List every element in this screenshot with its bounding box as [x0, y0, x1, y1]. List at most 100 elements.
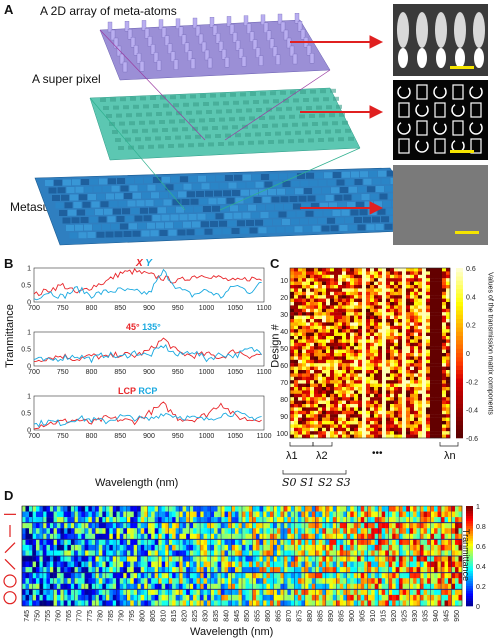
heat-cell: [350, 373, 355, 377]
heat-cell: [442, 322, 447, 326]
heat-cell: [314, 373, 319, 377]
tile-cell: [60, 506, 65, 512]
heat-cell: [394, 295, 399, 299]
tile-cell: [32, 600, 37, 607]
tile-cell: [74, 539, 79, 546]
tile-cell: [409, 556, 414, 562]
heat-cell: [446, 288, 451, 292]
tile-cell: [381, 550, 386, 557]
tile-cell: [343, 544, 347, 551]
tile-cell: [154, 556, 159, 562]
heat-cell: [366, 380, 371, 384]
tile-cell: [287, 594, 292, 601]
tile-cell: [343, 572, 347, 579]
tile-cell: [381, 583, 386, 590]
heat-cell: [342, 424, 347, 428]
tile-cell: [88, 539, 93, 546]
heat-cell: [386, 421, 391, 425]
tile-cell: [238, 556, 243, 562]
heat-cell: [298, 342, 303, 347]
tile-cell: [364, 539, 368, 546]
tile-cell: [252, 528, 257, 534]
tile-cell: [290, 578, 295, 584]
tile-cell: [123, 594, 127, 601]
colorbar-c-step: [456, 319, 463, 324]
tile-cell: [269, 567, 274, 573]
tile-cell: [304, 506, 309, 512]
tile-cell: [109, 528, 113, 534]
tile-cell: [196, 528, 201, 534]
heat-cell: [330, 291, 335, 296]
tile-cell: [311, 594, 316, 601]
tile-cell: [74, 578, 79, 584]
colorbar-d-step: [466, 526, 473, 529]
x-tick-label: 950: [172, 433, 184, 440]
tile-cell: [67, 567, 72, 573]
tile-cell: [161, 556, 166, 562]
heat-cell: [346, 308, 351, 313]
tile-cell: [84, 594, 89, 601]
tile-cell: [364, 517, 368, 523]
heat-cell: [418, 356, 423, 360]
heat-cell: [374, 315, 379, 320]
tile-cell: [88, 578, 93, 584]
tile-cell: [332, 594, 337, 601]
heat-cell: [346, 325, 351, 330]
heat-cell: [378, 383, 383, 388]
heat-cell: [358, 397, 363, 401]
tile-cell: [70, 528, 75, 534]
heat-cell: [390, 349, 395, 354]
tile-cell: [252, 600, 257, 607]
tile-cell: [248, 550, 253, 557]
heat-cell: [290, 268, 295, 272]
heat-cell: [414, 295, 419, 299]
tile-cell: [381, 567, 386, 573]
heat-cell: [398, 431, 403, 435]
heat-cell: [342, 366, 347, 371]
heat-cell: [346, 410, 351, 415]
tile-cell: [343, 561, 347, 568]
tile-cell: [49, 511, 54, 518]
heat-cell: [350, 366, 355, 371]
tile-cell: [39, 583, 44, 590]
tile-cell: [406, 511, 410, 518]
tile-cell: [217, 517, 222, 523]
tile-cell: [60, 556, 65, 562]
heat-cell: [402, 281, 407, 286]
heat-cell: [402, 363, 407, 367]
heat-cell: [382, 329, 387, 333]
tile-cell: [378, 594, 382, 601]
heat-cell: [370, 404, 375, 408]
heat-cell: [378, 431, 383, 435]
tile-cell: [112, 506, 117, 512]
x-tick-label: 745: [24, 610, 31, 622]
tile-cell: [189, 528, 194, 534]
heat-cell: [326, 322, 331, 326]
tile-cell: [35, 572, 40, 579]
tile-cell: [350, 522, 354, 529]
heat-cell: [314, 312, 319, 316]
heat-cell: [386, 380, 391, 384]
tile-cell: [105, 528, 110, 534]
legend-y: Y: [145, 258, 152, 269]
colorbar-d-step: [466, 511, 473, 514]
heat-cell: [422, 271, 427, 275]
tile-cell: [357, 528, 361, 534]
tile-cell: [214, 511, 218, 518]
tile-cell: [22, 561, 26, 568]
heat-cell: [314, 298, 319, 303]
heat-cell: [342, 291, 347, 296]
heat-cell: [402, 359, 407, 364]
tile-cell: [189, 550, 194, 557]
heat-cell: [410, 342, 415, 347]
heat-cell: [362, 291, 367, 296]
heat-cell: [330, 346, 335, 350]
tile-cell: [175, 589, 180, 596]
tile-cell: [371, 572, 375, 579]
x-tick-label: 700: [28, 305, 40, 312]
tile-cell: [416, 600, 421, 607]
tile-cell: [413, 567, 417, 573]
tile-cell: [406, 528, 410, 534]
heat-cell: [394, 268, 399, 272]
tile-cell: [273, 539, 278, 546]
